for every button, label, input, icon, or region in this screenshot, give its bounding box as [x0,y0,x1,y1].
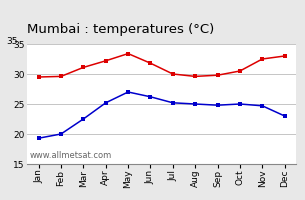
Text: 35: 35 [6,36,18,46]
Text: Mumbai : temperatures (°C): Mumbai : temperatures (°C) [27,23,215,36]
Text: www.allmetsat.com: www.allmetsat.com [30,151,112,160]
